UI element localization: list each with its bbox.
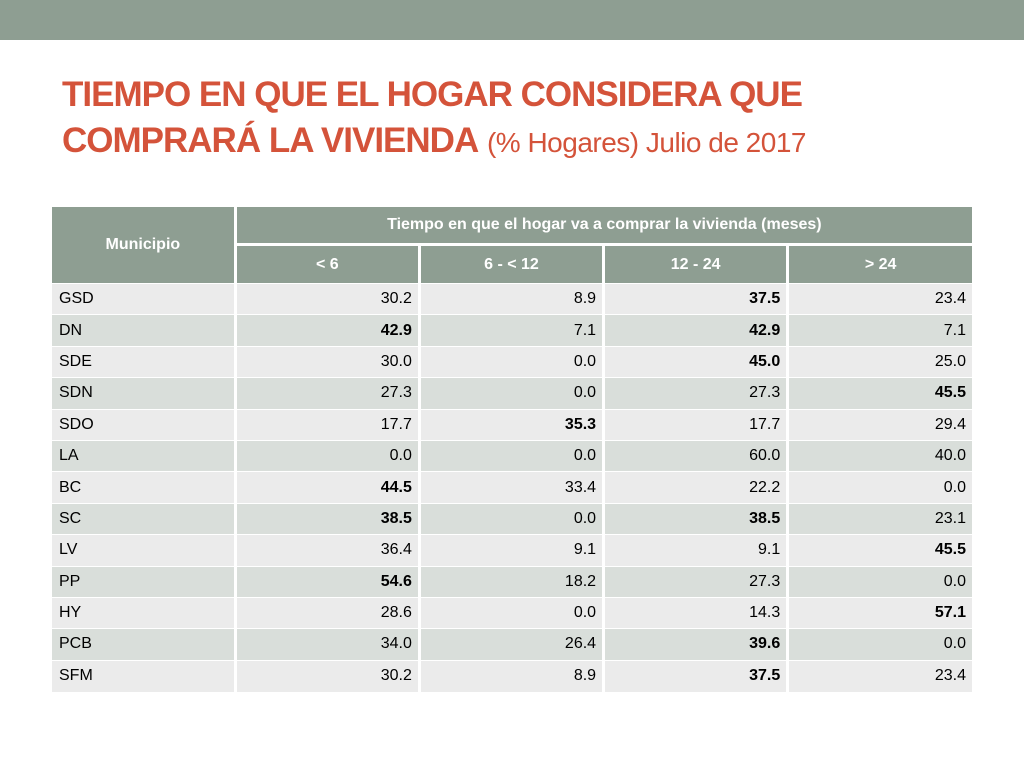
- cell-value: 0.0: [786, 471, 972, 504]
- cell-value: 30.0: [233, 345, 420, 378]
- cell-municipio: SDO: [52, 408, 236, 441]
- cell-value: 28.6: [233, 596, 420, 629]
- cell-value: 17.7: [602, 408, 788, 441]
- cell-value: 17.7: [233, 408, 420, 441]
- header-time-group: Tiempo en que el hogar va a comprar la v…: [233, 207, 972, 246]
- cell-municipio: PCB: [52, 628, 236, 661]
- cell-value: 37.5: [602, 282, 788, 315]
- table-row: SDE 30.0 0.0 45.0 25.0: [52, 345, 972, 378]
- cell-municipio: LV: [52, 534, 236, 567]
- cell-value: 37.5: [602, 659, 788, 692]
- cell-value: 45.0: [602, 345, 788, 378]
- cell-value: 0.0: [786, 565, 972, 598]
- table-row: GSD 30.2 8.9 37.5 23.4: [52, 282, 972, 315]
- cell-value: 60.0: [602, 439, 788, 472]
- table-row: SDO 17.7 35.3 17.7 29.4: [52, 408, 972, 441]
- table-row: DN 42.9 7.1 42.9 7.1: [52, 314, 972, 347]
- cell-value: 27.3: [602, 377, 788, 410]
- table-row: BC 44.5 33.4 22.2 0.0: [52, 471, 972, 504]
- table-row: SFM 30.2 8.9 37.5 23.4: [52, 659, 972, 692]
- cell-value: 23.1: [786, 502, 972, 535]
- cell-value: 27.3: [233, 377, 420, 410]
- cell-value: 45.5: [786, 534, 972, 567]
- cell-value: 8.9: [417, 659, 604, 692]
- header-municipio: Municipio: [52, 207, 236, 284]
- header-col-6-12: 6 - < 12: [417, 244, 604, 284]
- cell-value: 57.1: [786, 596, 972, 629]
- cell-value: 54.6: [233, 565, 420, 598]
- top-accent-bar: [0, 0, 1024, 40]
- cell-value: 18.2: [417, 565, 604, 598]
- cell-value: 27.3: [602, 565, 788, 598]
- table-row: PCB 34.0 26.4 39.6 0.0: [52, 628, 972, 661]
- cell-municipio: SC: [52, 502, 236, 535]
- slide-title-subtitle: (% Hogares) Julio de 2017: [486, 127, 807, 158]
- cell-value: 36.4: [233, 534, 420, 567]
- cell-value: 40.0: [786, 439, 972, 472]
- cell-value: 7.1: [786, 314, 972, 347]
- cell-value: 0.0: [417, 439, 604, 472]
- cell-value: 14.3: [602, 596, 788, 629]
- cell-value: 9.1: [417, 534, 604, 567]
- cell-value: 9.1: [602, 534, 788, 567]
- cell-value: 42.9: [602, 314, 788, 347]
- header-col-12-24: 12 - 24: [602, 244, 788, 284]
- cell-value: 33.4: [417, 471, 604, 504]
- table-row: SDN 27.3 0.0 27.3 45.5: [52, 377, 972, 410]
- cell-municipio: GSD: [52, 282, 236, 315]
- cell-municipio: SFM: [52, 659, 236, 692]
- cell-value: 39.6: [602, 628, 788, 661]
- cell-value: 23.4: [786, 659, 972, 692]
- cell-value: 0.0: [417, 345, 604, 378]
- table-row: LA 0.0 0.0 60.0 40.0: [52, 439, 972, 472]
- cell-value: 45.5: [786, 377, 972, 410]
- cell-value: 23.4: [786, 282, 972, 315]
- cell-value: 38.5: [602, 502, 788, 535]
- cell-municipio: HY: [52, 596, 236, 629]
- slide-title: TIEMPO EN QUE EL HOGAR CONSIDERA QUE COM…: [62, 72, 962, 166]
- table-row: SC 38.5 0.0 38.5 23.1: [52, 502, 972, 535]
- cell-value: 38.5: [233, 502, 420, 535]
- cell-value: 34.0: [233, 628, 420, 661]
- purchase-time-table: Municipio Tiempo en que el hogar va a co…: [52, 207, 972, 692]
- cell-value: 0.0: [417, 502, 604, 535]
- cell-value: 30.2: [233, 282, 420, 315]
- cell-value: 0.0: [233, 439, 420, 472]
- cell-value: 44.5: [233, 471, 420, 504]
- slide-title-main: TIEMPO EN QUE EL HOGAR CONSIDERA QUE COM…: [62, 75, 803, 160]
- cell-value: 7.1: [417, 314, 604, 347]
- cell-value: 26.4: [417, 628, 604, 661]
- cell-value: 22.2: [602, 471, 788, 504]
- cell-value: 25.0: [786, 345, 972, 378]
- header-col-lt6: < 6: [233, 244, 420, 284]
- cell-municipio: SDN: [52, 377, 236, 410]
- table-row: HY 28.6 0.0 14.3 57.1: [52, 596, 972, 629]
- cell-value: 0.0: [417, 596, 604, 629]
- cell-value: 29.4: [786, 408, 972, 441]
- cell-municipio: SDE: [52, 345, 236, 378]
- cell-value: 42.9: [233, 314, 420, 347]
- cell-value: 0.0: [417, 377, 604, 410]
- cell-value: 30.2: [233, 659, 420, 692]
- cell-municipio: PP: [52, 565, 236, 598]
- cell-municipio: DN: [52, 314, 236, 347]
- cell-value: 0.0: [786, 628, 972, 661]
- cell-value: 35.3: [417, 408, 604, 441]
- cell-municipio: BC: [52, 471, 236, 504]
- table-row: PP 54.6 18.2 27.3 0.0: [52, 565, 972, 598]
- table-row: LV 36.4 9.1 9.1 45.5: [52, 534, 972, 567]
- header-col-gt24: > 24: [786, 244, 972, 284]
- cell-value: 8.9: [417, 282, 604, 315]
- table-body: GSD 30.2 8.9 37.5 23.4 DN 42.9 7.1 42.9 7.1 SDE 30.…: [52, 282, 972, 692]
- cell-municipio: LA: [52, 439, 236, 472]
